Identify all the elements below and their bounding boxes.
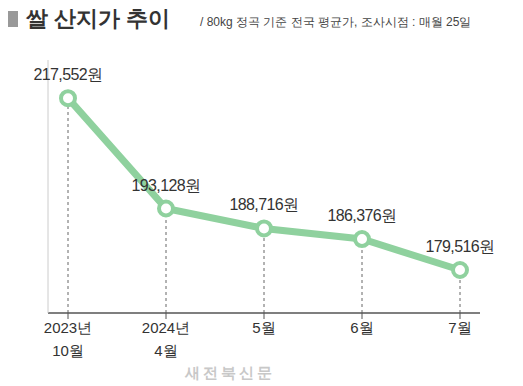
svg-text:6월: 6월 (350, 319, 373, 336)
html-text:새전북신문: 새전북신문 (185, 364, 275, 381)
html-text:/ 80kg 정곡 기준 전국 평균가, 조사시점 : 매월: / 80kg 정곡 기준 전국 평균가, 조사시점 : 매월 25일 (200, 15, 472, 29)
svg-text:217,552원: 217,552원 (33, 66, 102, 83)
svg-text:2024년4월: 2024년4월 (142, 319, 190, 359)
svg-text:5월: 5월 (252, 319, 275, 336)
svg-text:193,128원: 193,128원 (131, 177, 200, 194)
svg-text:179,516원: 179,516원 (425, 238, 494, 255)
svg-text:2023년10월: 2023년10월 (44, 319, 92, 359)
html-text:쌀 산지가 추이: 쌀 산지가 추이 (26, 6, 171, 31)
svg-text:7월: 7월 (448, 319, 471, 336)
svg-text:186,376원: 186,376원 (327, 207, 396, 224)
svg-text:188,716원: 188,716원 (229, 196, 298, 213)
